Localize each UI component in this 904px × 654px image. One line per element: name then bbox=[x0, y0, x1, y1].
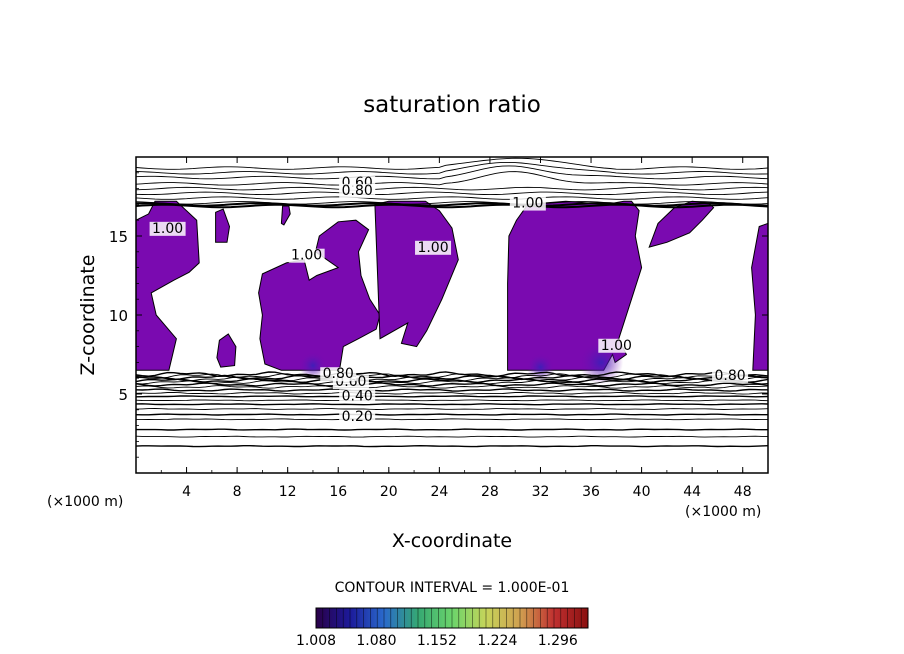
supersaturated-region-5 bbox=[751, 222, 768, 371]
x-tick-label-7: 32 bbox=[532, 484, 550, 500]
contour-label-bg-8 bbox=[149, 221, 186, 236]
contour-label-bg-1 bbox=[339, 389, 376, 404]
contour-label-bg-7 bbox=[509, 196, 546, 211]
contour-label-bg-10 bbox=[415, 240, 452, 255]
isoline-lower-10 bbox=[136, 388, 768, 392]
colorbar-ticks: 1.008 1.080 1.152 1.224 1.296 bbox=[296, 633, 578, 649]
supersaturated-region-0 bbox=[136, 200, 200, 371]
contour-label-8: 1.00 bbox=[152, 221, 183, 237]
contour-label-1: 0.40 bbox=[342, 388, 373, 404]
contour-interval-label: CONTOUR INTERVAL = 1.000E-01 bbox=[335, 580, 570, 596]
isoline-upper-7 bbox=[136, 165, 768, 180]
contour-label-0: 0.20 bbox=[342, 409, 373, 425]
x-axis-ticks: 4 8 12 16 20 24 28 32 36 40 44 48 bbox=[160, 157, 752, 500]
isoline-lower-5 bbox=[136, 408, 768, 410]
x-tick-label-3: 16 bbox=[329, 484, 347, 500]
colorbar-tick-label-4: 1.296 bbox=[538, 633, 578, 649]
isoline-lower-4 bbox=[136, 413, 768, 416]
isoline-upper-5 bbox=[136, 186, 768, 191]
contour-label-7: 1.00 bbox=[512, 196, 543, 212]
isoline-lower-17 bbox=[136, 373, 768, 379]
y-axis-label: Z-coordinate bbox=[77, 255, 99, 376]
colorbar-tick-label-2: 1.152 bbox=[417, 633, 457, 649]
isoline-lower-18 bbox=[136, 371, 768, 378]
y-axis-ticks: 5 10 15 bbox=[109, 172, 768, 458]
x-axis-unit-right: (×1000 m) bbox=[685, 504, 761, 520]
isoline-lower-8 bbox=[136, 395, 768, 398]
contour-label-bg-9 bbox=[288, 248, 325, 263]
isoline-upper-1 bbox=[136, 202, 768, 207]
supersaturated-region-8 bbox=[280, 205, 291, 226]
contour-label-bg-11 bbox=[598, 338, 635, 353]
colorbar: 1.008 1.080 1.152 1.224 1.296 bbox=[296, 607, 589, 649]
contour-label-6: 0.80 bbox=[342, 183, 373, 199]
supersaturated-region-7 bbox=[215, 208, 231, 243]
x-axis-label: X-coordinate bbox=[392, 530, 512, 552]
contour-label-bg-4 bbox=[712, 368, 749, 383]
contour-label-9: 1.00 bbox=[291, 248, 322, 264]
isoline-upper-2 bbox=[136, 201, 768, 205]
contour-label-10: 1.00 bbox=[417, 240, 448, 256]
x-tick-label-8: 36 bbox=[582, 484, 600, 500]
colorbar-tick-label-1: 1.080 bbox=[356, 633, 396, 649]
colorbar-tick-label-3: 1.224 bbox=[477, 633, 517, 649]
isoline-lower-12 bbox=[136, 382, 768, 387]
contour-label-4: 0.80 bbox=[714, 368, 745, 384]
x-tick-label-5: 24 bbox=[430, 484, 448, 500]
isoline-upper-3 bbox=[136, 196, 768, 200]
x-tick-label-2: 12 bbox=[279, 484, 297, 500]
isoline-lower-0 bbox=[136, 444, 768, 448]
isoline-lower-3 bbox=[136, 418, 768, 421]
colorbar-stripes bbox=[322, 608, 582, 628]
contour-label-bg-0 bbox=[339, 409, 376, 424]
supersaturated-region-2 bbox=[374, 200, 459, 348]
x-tick-label-0: 4 bbox=[182, 484, 191, 500]
isoline-lower-2 bbox=[136, 428, 768, 431]
colorbar-tick-label-0: 1.008 bbox=[296, 633, 336, 649]
isoline-lower-11 bbox=[136, 385, 768, 389]
supersaturated-region-1 bbox=[258, 219, 381, 371]
x-axis-unit-left: (×1000 m) bbox=[47, 494, 123, 510]
chart-title: saturation ratio bbox=[363, 92, 541, 118]
isoline-upper-6 bbox=[136, 171, 768, 186]
isoline-lower-1 bbox=[136, 435, 768, 438]
contour-labels: 0.200.400.600.80 0.800.600.801.001.001.00… bbox=[149, 175, 749, 425]
isoline-lower-7 bbox=[136, 399, 768, 402]
x-tick-label-11: 48 bbox=[734, 484, 752, 500]
plot-area: 0.200.400.600.80 0.800.600.801.001.001.00… bbox=[136, 157, 768, 448]
contour-isolines bbox=[136, 157, 768, 448]
contour-label-3: 0.80 bbox=[323, 366, 354, 382]
x-tick-label-4: 20 bbox=[380, 484, 398, 500]
contour-label-bg-6 bbox=[339, 183, 376, 198]
supersaturated-regions bbox=[136, 200, 768, 371]
isoline-lower-13 bbox=[136, 379, 768, 385]
isoline-upper-9 bbox=[136, 157, 768, 170]
y-tick-label-1: 10 bbox=[109, 307, 128, 325]
contour-label-11: 1.00 bbox=[601, 338, 632, 354]
supersaturated-region-6 bbox=[216, 333, 237, 368]
saturation-peak-1 bbox=[298, 351, 327, 380]
isoline-lower-9 bbox=[136, 391, 768, 395]
isoline-upper-0 bbox=[136, 203, 768, 209]
isoline-upper-8 bbox=[136, 161, 768, 175]
isoline-lower-16 bbox=[136, 374, 768, 381]
x-tick-label-6: 28 bbox=[481, 484, 499, 500]
x-tick-label-10: 44 bbox=[683, 484, 701, 500]
x-tick-label-1: 8 bbox=[233, 484, 242, 500]
contour-label-bg-3 bbox=[320, 367, 357, 382]
isoline-lower-6 bbox=[136, 403, 768, 406]
y-tick-label-0: 5 bbox=[118, 386, 128, 404]
x-tick-label-9: 40 bbox=[633, 484, 651, 500]
isoline-upper-4 bbox=[136, 191, 768, 196]
y-tick-label-2: 15 bbox=[109, 228, 128, 246]
